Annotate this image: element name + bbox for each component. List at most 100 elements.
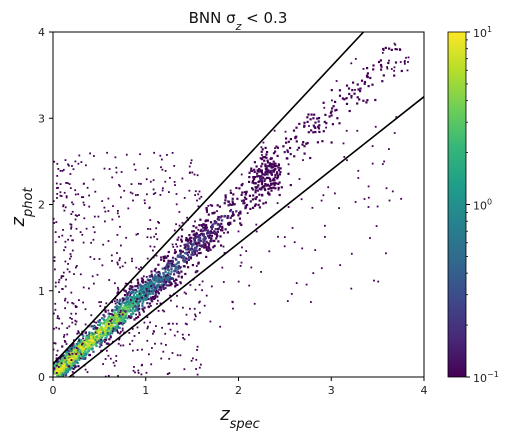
outlier-point [63,191,66,194]
outlier-point [119,225,121,228]
outlier-point [222,245,225,248]
density-cell [266,159,269,162]
outlier-point [393,66,396,69]
density-cell [155,286,158,289]
density-cell [128,310,131,313]
density-cell [359,87,362,90]
outlier-point [117,290,120,293]
outlier-point [255,230,258,233]
density-cell [111,318,114,321]
outlier-point [407,56,410,59]
density-cell [240,193,243,196]
density-cell [194,242,197,245]
density-cell [330,114,333,117]
density-cell [98,345,101,348]
outlier-point [189,171,191,174]
outlier-point [174,257,177,260]
density-cell [306,141,309,145]
density-cell [334,109,337,112]
outlier-point [63,249,65,252]
outlier-point [103,338,106,341]
outlier-point [200,363,202,366]
density-cell [119,317,122,320]
density-cell [212,246,215,249]
density-cell [128,291,131,294]
outlier-point [260,271,262,273]
density-cell [133,297,136,300]
density-cell [87,341,90,344]
outlier-point [390,68,393,70]
outlier-point [179,354,182,357]
density-cell [184,259,187,262]
outlier-point [198,197,201,200]
outlier-point [70,223,73,226]
x-tick-label: 4 [421,384,428,397]
density-cell [257,184,260,187]
outlier-point [175,322,178,325]
outlier-point [155,233,157,235]
density-cell [88,331,91,334]
outlier-point [75,353,77,355]
density-cell [229,222,232,225]
outlier-point [105,302,108,305]
density-cell [201,224,204,227]
outlier-point [94,326,97,329]
density-cell [139,289,142,292]
outlier-point [113,364,116,367]
density-cell [125,300,128,303]
density-cell [168,279,171,282]
outlier-point [194,315,197,318]
density-cell [313,125,316,129]
density-cell [179,281,182,284]
outlier-point [72,375,75,377]
outlier-point [127,207,130,210]
outlier-point [58,317,61,320]
density-cell [141,287,144,290]
outlier-point [117,263,119,266]
density-cell [171,256,175,259]
outlier-point [83,217,86,220]
outlier-point [102,243,105,246]
density-cell [217,240,220,243]
density-cell [102,334,105,337]
outlier-point [131,257,133,260]
outlier-point [205,294,208,297]
outlier-point [53,312,55,315]
density-cell [210,234,213,237]
density-cell [141,307,144,310]
density-cell [122,311,125,314]
density-cell [227,215,230,218]
outlier-point [118,338,121,341]
density-cell [161,267,164,270]
outlier-point [284,130,287,133]
density-cell [188,238,191,241]
density-cell [178,272,181,275]
density-cell [60,363,63,366]
density-cell [80,357,83,360]
density-cell [123,302,127,305]
density-cell [151,300,154,303]
density-cell [127,307,130,310]
density-cell [273,165,276,168]
density-cell [169,284,172,287]
density-cell [63,372,66,375]
density-cell [149,292,152,296]
density-cell [57,375,60,377]
outlier-point [177,236,180,239]
density-cell [141,304,144,307]
density-cell [255,196,258,199]
outlier-point [206,211,208,213]
density-cell [172,264,175,268]
density-cell [266,169,270,172]
density-cell [137,296,140,299]
outlier-point [268,250,271,253]
density-cell [244,207,247,210]
density-cell [214,233,217,236]
boundary-line-1 [53,32,365,365]
density-cell [124,290,127,293]
outlier-point [64,240,67,243]
density-cell [265,171,268,175]
density-cell [362,99,365,102]
density-cell [107,342,110,345]
outlier-point [64,341,67,343]
